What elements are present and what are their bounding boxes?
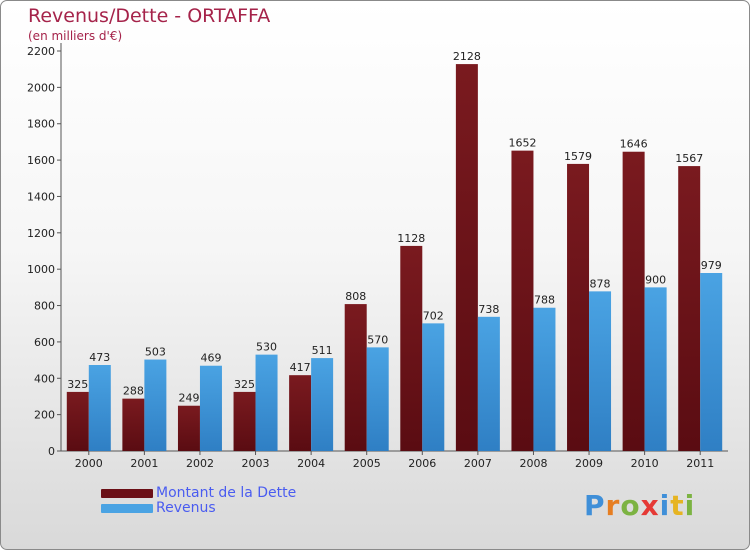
y-tick-label: 400 [34,372,55,385]
x-tick-label: 2005 [353,457,381,470]
data-label-revenue: 979 [701,259,722,272]
x-tick-label: 2000 [75,457,103,470]
y-tick-label: 1400 [27,190,55,203]
x-tick-label: 2011 [686,457,714,470]
data-label-revenue: 878 [590,277,611,290]
y-tick-label: 800 [34,300,55,313]
bar-revenue [644,287,667,451]
bar-revenue [422,323,445,451]
x-tick-label: 2006 [408,457,436,470]
bar-debt [622,151,645,451]
logo-letter: o [620,489,641,522]
y-tick-label: 200 [34,409,55,422]
data-label-revenue: 702 [423,309,444,322]
chart-title: Revenus/Dette - ORTAFFA [28,5,271,27]
bar-debt [511,150,534,452]
legend-label-revenue: Revenus [156,500,216,516]
bar-debt [122,398,145,451]
data-label-revenue: 503 [145,346,166,359]
bar-revenue [311,358,334,451]
logo-letter: i [659,489,671,522]
y-tick-label: 2000 [27,81,55,94]
data-label-debt: 1567 [675,152,703,165]
y-tick-label: 600 [34,336,55,349]
logo-letter: x [640,489,660,522]
bar-revenue [700,273,723,451]
data-label-revenue: 469 [200,352,221,365]
bar-debt [177,405,200,451]
x-tick-label: 2009 [575,457,603,470]
data-label-revenue: 473 [89,351,110,364]
bar-revenue [88,365,111,451]
bar-debt [567,163,590,451]
bar-debt [233,391,256,451]
logo-letter: r [605,489,621,522]
x-tick-label: 2001 [130,457,158,470]
legend: Montant de la Dette Revenus [101,485,361,517]
bar-revenue [255,354,278,451]
bar-revenue [144,359,167,451]
chart-subtitle: (en milliers d'€) [28,29,123,43]
y-tick-label: 0 [48,445,55,458]
x-tick-label: 2010 [631,457,659,470]
bar-debt [678,166,701,451]
x-tick-label: 2002 [186,457,214,470]
data-label-revenue: 511 [312,344,333,357]
x-tick-label: 2007 [464,457,492,470]
data-label-revenue: 900 [645,273,666,286]
legend-item-debt: Montant de la Dette [101,485,361,502]
bar-debt [455,64,478,451]
bar-revenue [589,291,612,451]
y-tick-label: 1800 [27,118,55,131]
x-tick-label: 2008 [519,457,547,470]
y-tick-label: 1000 [27,263,55,276]
data-label-revenue: 788 [534,294,555,307]
data-label-debt: 1128 [397,232,425,245]
y-tick-label: 2200 [27,45,55,58]
bar-revenue [477,316,500,451]
y-tick-label: 1200 [27,227,55,240]
proxiti-logo: Proxiti [584,489,695,522]
legend-swatch-debt [101,489,153,498]
legend-swatch-revenue [101,504,153,513]
data-label-debt: 417 [290,361,311,374]
data-label-debt: 288 [123,385,144,398]
data-label-revenue: 738 [478,303,499,316]
data-label-debt: 325 [234,378,255,391]
data-label-debt: 1646 [620,138,648,151]
bar-revenue [366,347,389,451]
data-label-debt: 325 [67,378,88,391]
x-tick-label: 2004 [297,457,325,470]
legend-label-debt: Montant de la Dette [156,485,297,501]
bar-debt [66,391,89,451]
logo-letter: t [670,489,685,522]
bar-revenue [199,365,222,451]
data-label-debt: 249 [178,392,199,405]
bar-debt [400,245,423,451]
bar-debt [344,304,367,451]
legend-item-revenue: Revenus [101,500,361,517]
bar-revenue [533,307,556,451]
x-tick-label: 2003 [242,457,270,470]
logo-letter: i [684,489,696,522]
data-label-debt: 1579 [564,150,592,163]
data-label-revenue: 530 [256,341,277,354]
logo-letter: P [584,489,606,522]
data-label-debt: 1652 [508,137,536,150]
data-label-debt: 2128 [453,50,481,63]
bar-debt [289,375,312,451]
y-tick-label: 1600 [27,154,55,167]
data-label-revenue: 570 [367,333,388,346]
data-label-debt: 808 [345,290,366,303]
